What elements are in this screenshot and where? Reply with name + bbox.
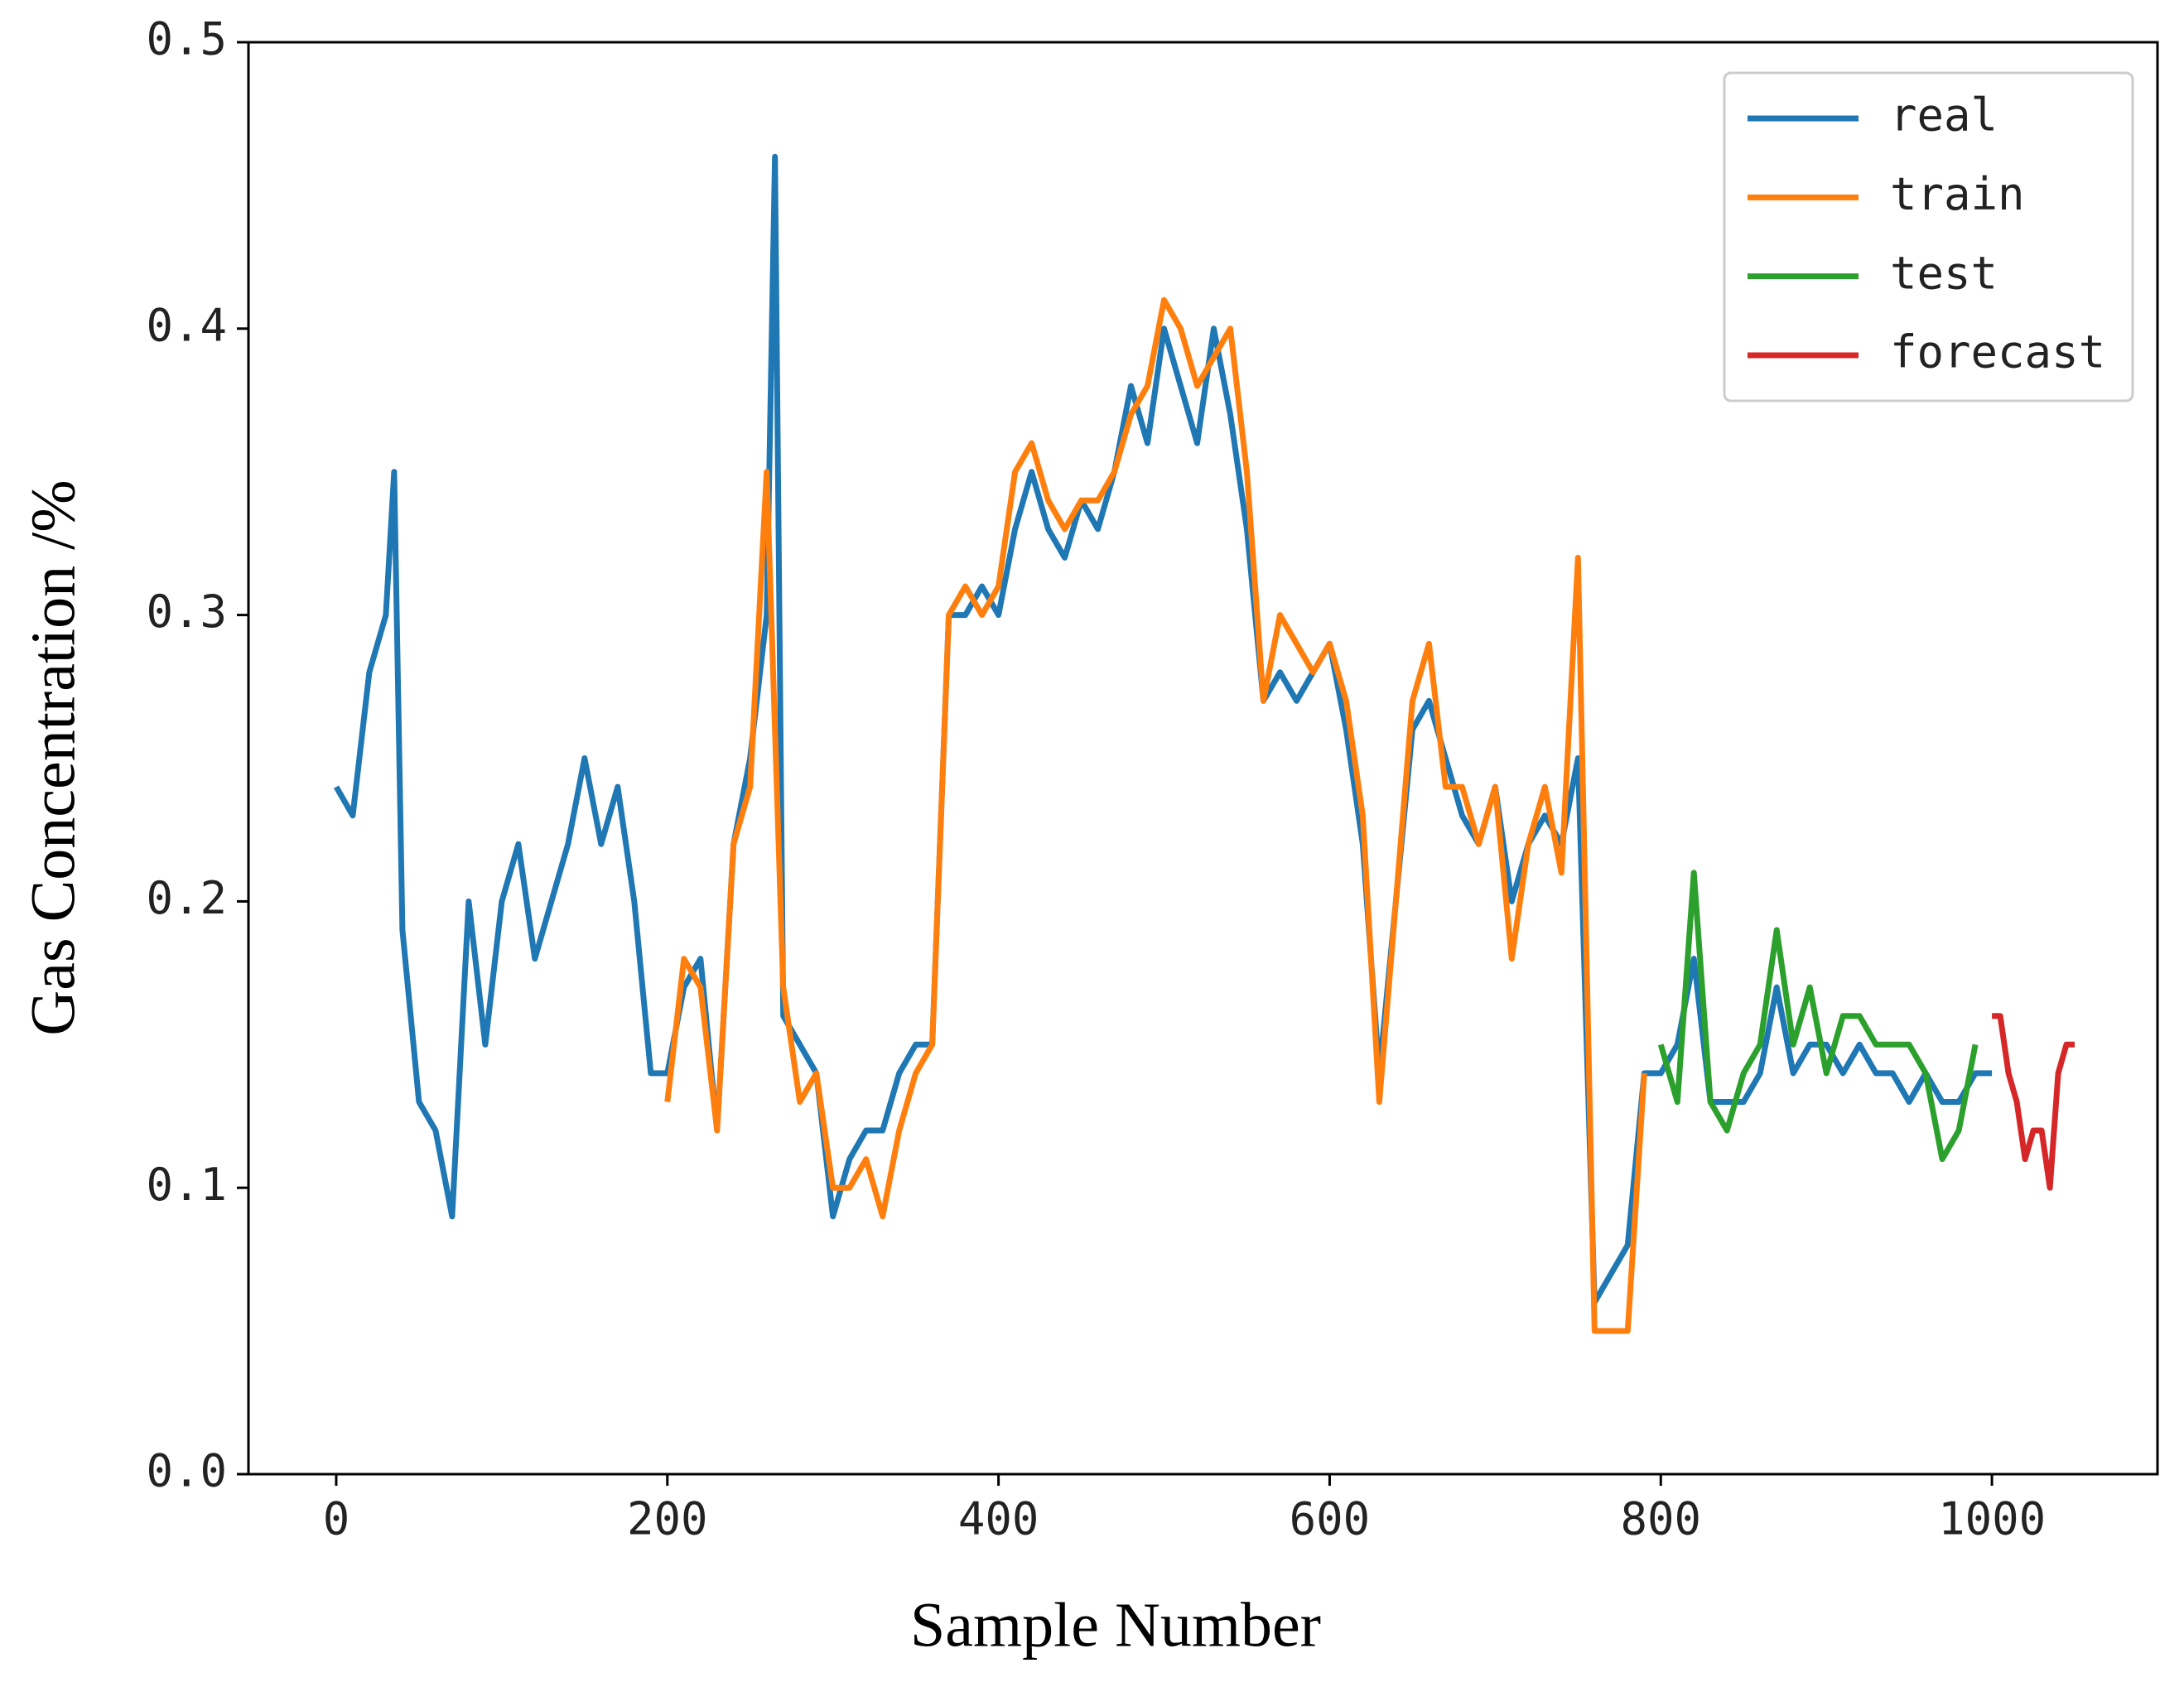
legend-box xyxy=(1723,71,2134,402)
legend-label: train xyxy=(1890,168,2025,220)
legend-label: forecast xyxy=(1890,326,2105,378)
x-tick-label: 600 xyxy=(1290,1493,1371,1545)
y-tick-label: 0.1 xyxy=(146,1159,227,1211)
y-axis-label: Gas Concentration /% xyxy=(18,480,88,1035)
y-tick-label: 0.5 xyxy=(146,13,227,65)
x-tick-label: 400 xyxy=(958,1493,1039,1545)
plot-frame xyxy=(247,41,2159,1476)
x-tick-label: 1000 xyxy=(1938,1493,2046,1545)
series-line xyxy=(1992,1013,2075,1191)
legend-label: real xyxy=(1890,89,1998,142)
y-tick-label: 0.3 xyxy=(146,586,227,638)
x-tick-label: 800 xyxy=(1620,1493,1701,1545)
y-tick-label: 0.0 xyxy=(146,1445,227,1497)
x-tick-label: 0 xyxy=(323,1493,350,1545)
x-axis-label: Sample Number xyxy=(910,1590,1321,1660)
series-line xyxy=(664,296,1647,1334)
y-tick-label: 0.4 xyxy=(146,299,227,351)
series-line xyxy=(1657,870,1979,1163)
x-tick-label: 200 xyxy=(627,1493,708,1545)
y-tick-label: 0.2 xyxy=(146,872,227,924)
legend-label: test xyxy=(1890,247,1998,299)
